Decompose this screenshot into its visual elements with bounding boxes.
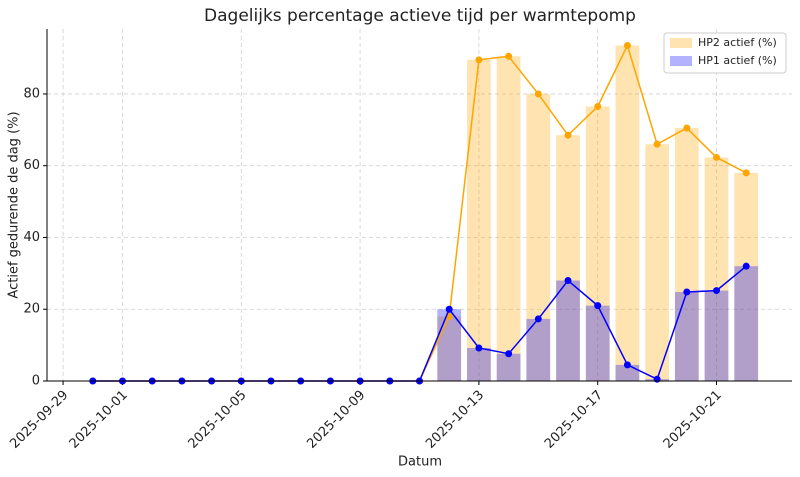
x-tick-label: 2025-09-29 <box>7 388 71 452</box>
legend-label: HP1 actief (%) <box>698 54 777 67</box>
bar <box>437 309 462 381</box>
point <box>653 140 661 148</box>
y-axis-label: Actief gedurende de dag (%) <box>7 111 22 298</box>
bar <box>645 144 669 381</box>
point <box>475 56 483 64</box>
legend-label: HP2 actief (%) <box>698 36 777 49</box>
bar <box>585 305 610 381</box>
y-tick-label: 0 <box>32 374 40 389</box>
legend-swatch <box>670 38 692 48</box>
point <box>534 315 542 323</box>
point <box>534 90 542 98</box>
legend-box <box>663 32 787 74</box>
bar <box>496 56 521 381</box>
point <box>742 262 750 270</box>
bar <box>704 290 729 381</box>
x-tick-label: 2025-10-05 <box>186 388 250 452</box>
bar <box>496 353 521 381</box>
y-tick-label: 60 <box>23 158 40 173</box>
x-tick-label: 2025-10-21 <box>661 388 725 452</box>
bar <box>526 318 551 381</box>
x-tick-label: 2025-10-01 <box>67 388 131 452</box>
point <box>653 375 661 383</box>
bar <box>526 93 551 381</box>
x-tick-label: 2025-10-17 <box>542 388 606 452</box>
bar <box>556 135 580 381</box>
x-tick-label: 2025-10-13 <box>423 388 487 452</box>
point <box>475 344 483 352</box>
point <box>445 305 453 313</box>
bar <box>674 292 699 381</box>
point <box>713 153 721 161</box>
bar <box>556 280 580 381</box>
bar <box>467 59 491 381</box>
point <box>623 42 631 50</box>
chart-title: Dagelijks percentage actieve tijd per wa… <box>204 6 636 26</box>
bar <box>734 266 759 381</box>
bar <box>615 364 640 381</box>
x-tick-label: 2025-10-09 <box>304 388 368 452</box>
point <box>683 124 691 132</box>
point <box>683 288 691 296</box>
bar <box>615 45 640 381</box>
bar <box>467 347 491 381</box>
bar <box>734 172 759 381</box>
legend-swatch <box>670 56 692 66</box>
x-axis-label: Datum <box>398 455 442 470</box>
point <box>623 361 631 369</box>
bar <box>585 106 610 382</box>
point <box>564 131 572 139</box>
y-tick-label: 40 <box>23 230 40 245</box>
bar <box>437 316 462 381</box>
point <box>564 277 572 285</box>
point <box>505 350 513 358</box>
point <box>742 169 750 177</box>
y-tick-label: 20 <box>23 302 40 317</box>
y-tick-label: 80 <box>23 86 40 101</box>
point <box>713 287 721 295</box>
bar <box>704 157 729 381</box>
bar <box>674 128 699 381</box>
point <box>594 302 602 310</box>
point <box>594 103 602 111</box>
point <box>505 52 513 60</box>
